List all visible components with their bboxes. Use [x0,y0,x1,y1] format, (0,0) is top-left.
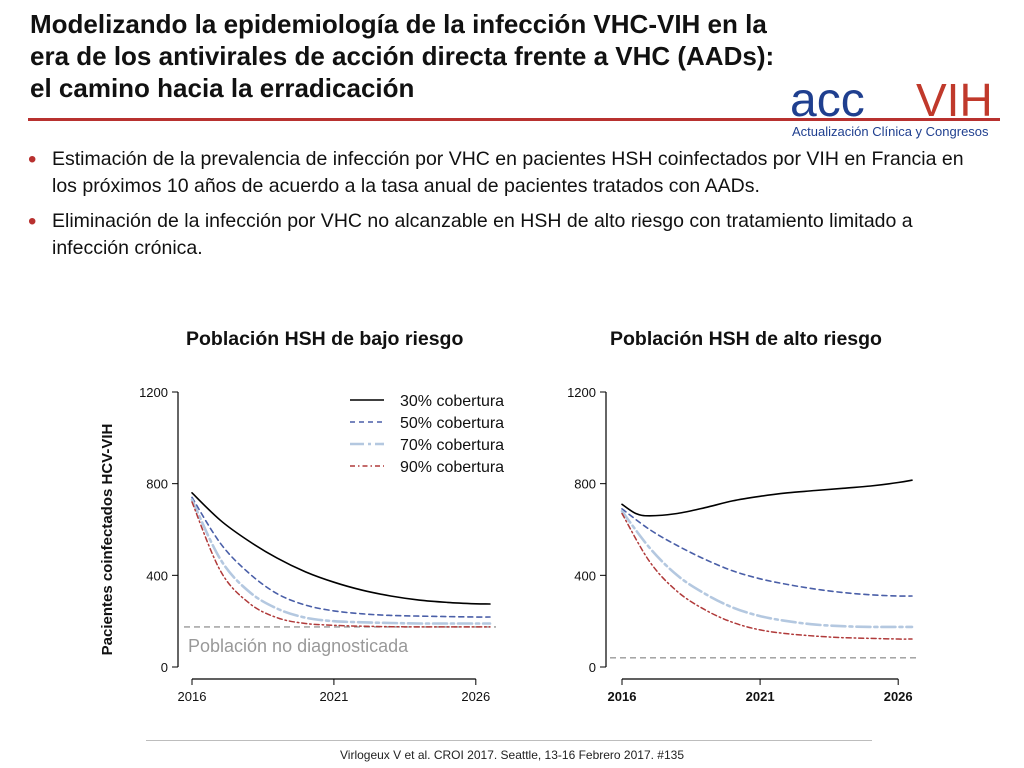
left-y-tick-label: 1200 [139,385,168,400]
right-y-tick-label: 0 [589,660,596,675]
chart-right-title: Población HSH de alto riesgo [610,328,882,350]
charts-area: 0 400 800 1200 2016 2021 2026 Pacientes coinfec… [99,385,918,704]
left-x-tick-label: 2016 [178,689,207,704]
acc-vih-logo: acc VIH Actualización Clínica y Congreso… [790,76,993,139]
left-y-tick-label: 400 [146,568,168,583]
title-line-2: era de los antivirales de acción directa… [30,41,775,71]
right-y-tick-label: 1200 [567,385,596,400]
bullet-text: Estimación de la prevalencia de infecció… [52,148,964,197]
right-series-line-dashdot [620,509,914,629]
right-y-tick-label: 400 [574,568,596,583]
bullet-dot-icon: • [28,208,37,235]
legend-label-dashdot: 70% cobertura [400,437,504,454]
left-series-line-dot [191,501,491,628]
right-y-tick-label: 800 [574,477,596,492]
right-series-line-dash [621,508,913,597]
footer-divider [146,740,872,741]
left-series-line-dashdot [190,498,492,625]
right-series-line-solid [621,479,913,517]
legend-label-dot: 90% cobertura [400,459,504,476]
logo-tagline: Actualización Clínica y Congresos [792,124,989,139]
left-undiagnosed-label: Población no diagnosticada [188,636,409,656]
logo-acc-text: acc [790,76,865,127]
citation-footer: Virlogeux V et al. CROI 2017. Seattle, 1… [340,748,684,762]
slide-title: Modelizando la epidemiología de la infec… [30,8,890,104]
bullet-dot-icon: • [28,146,37,173]
left-y-axis-label: Pacientes coinfectados HCV-VIH [99,424,116,656]
logo-vih-text: VIH [916,76,993,126]
bullet-item: • Estimación de la prevalencia de infecc… [28,146,988,200]
title-line-1: Modelizando la epidemiología de la infec… [30,9,767,39]
right-x-tick-label: 2026 [884,689,913,704]
left-y-tick-label: 0 [161,660,168,675]
legend-label-dash: 50% cobertura [400,415,504,432]
right-x-tick-label: 2016 [608,689,637,704]
left-series-line-solid [191,492,491,605]
title-underline [28,118,1000,121]
left-series-line-dash [191,496,491,618]
left-x-tick-label: 2026 [461,689,490,704]
bullet-text: Eliminación de la infección por VHC no a… [52,210,913,259]
right-series-line-dot [621,512,913,640]
legend-label-solid: 30% cobertura [400,393,504,410]
title-line-3: el camino hacia la erradicación [30,73,415,103]
left-y-tick-label: 800 [146,477,168,492]
bullet-item: • Eliminación de la infección por VHC no… [28,208,988,262]
bullet-list: • Estimación de la prevalencia de infecc… [28,146,988,270]
left-x-tick-label: 2021 [319,689,348,704]
right-x-tick-label: 2021 [746,689,775,704]
chart-left-title: Población HSH de bajo riesgo [186,328,464,350]
